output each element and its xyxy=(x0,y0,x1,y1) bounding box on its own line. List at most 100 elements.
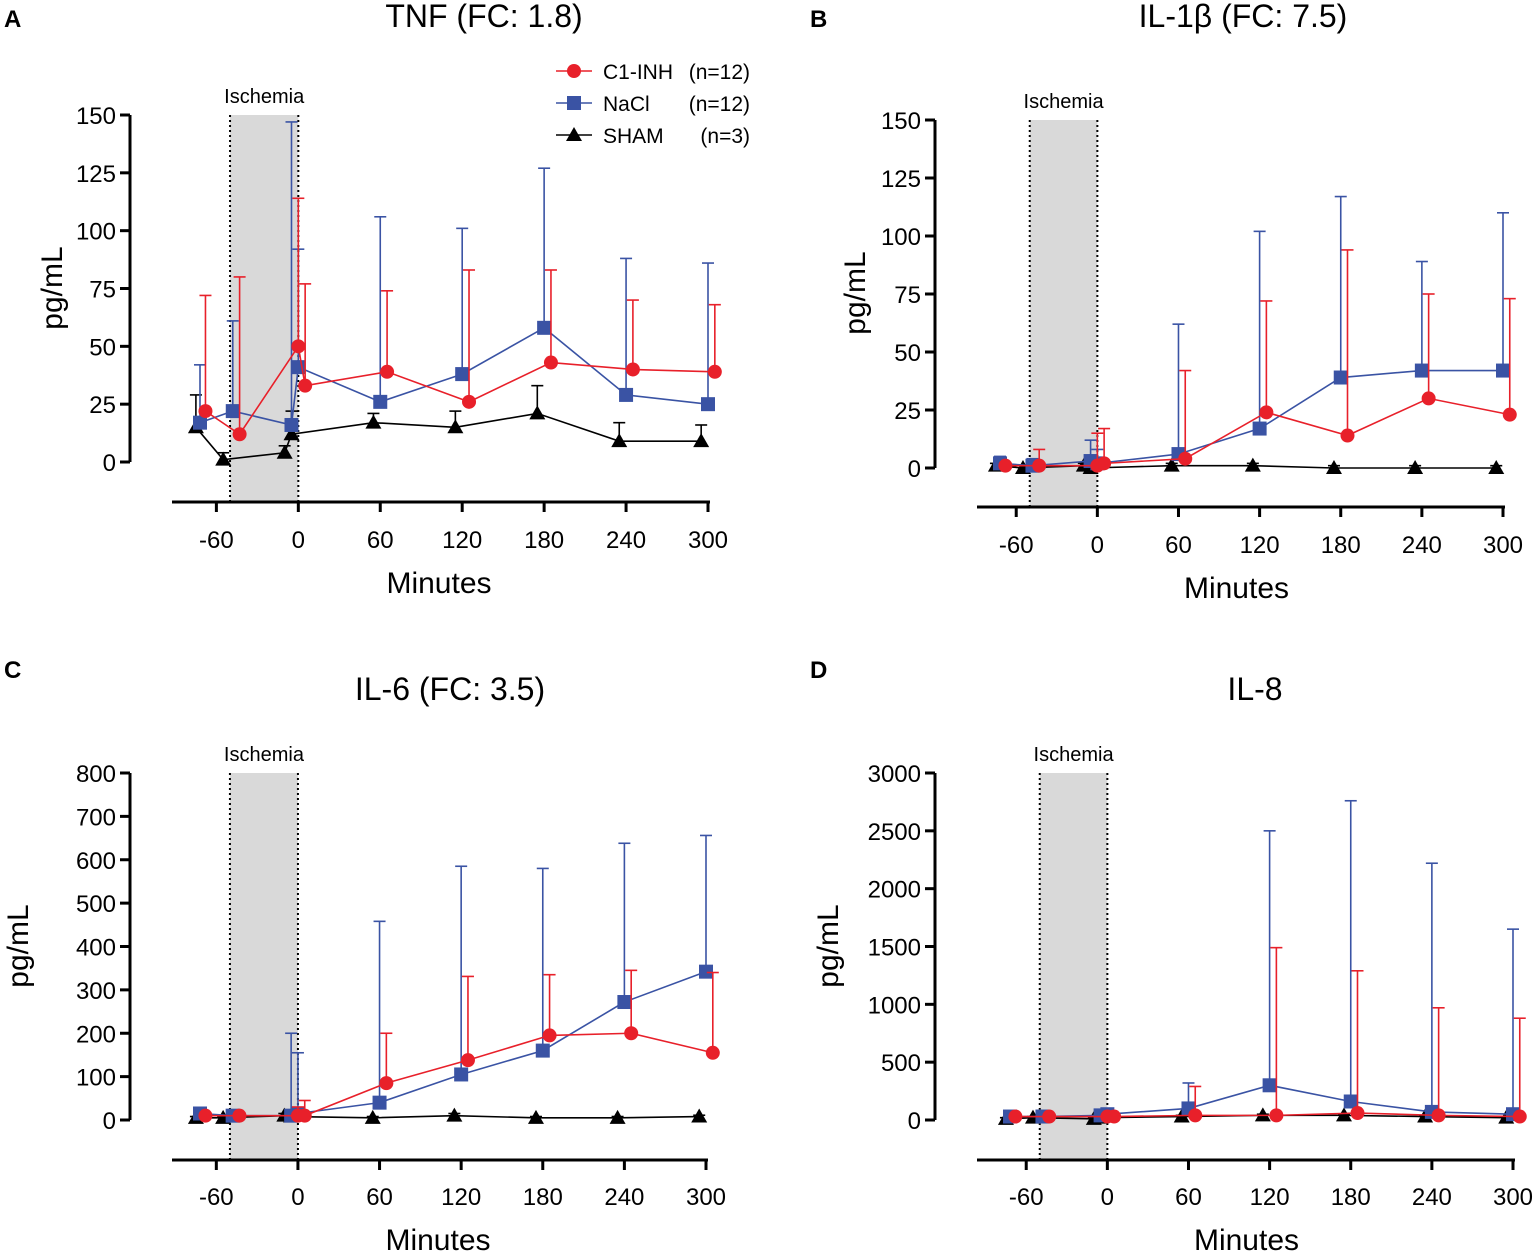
data-point-c1inh xyxy=(1107,1109,1122,1124)
x-tick-label: 0 xyxy=(1091,532,1104,559)
data-point-nacl xyxy=(455,367,470,382)
data-point-sham xyxy=(529,405,546,420)
data-point-nacl xyxy=(193,415,207,430)
x-tick-label: 60 xyxy=(1175,1184,1202,1211)
data-point-nacl xyxy=(1252,421,1267,436)
y-tick-label: 400 xyxy=(76,935,116,962)
series-sham xyxy=(187,384,710,466)
data-point-c1inh xyxy=(297,1108,312,1123)
data-point-c1inh xyxy=(1431,1108,1446,1123)
y-tick-label: 75 xyxy=(894,282,921,309)
data-point-c1inh xyxy=(198,1108,213,1123)
data-point-sham xyxy=(276,444,293,459)
data-point-c1inh xyxy=(1512,1109,1527,1124)
data-point-nacl xyxy=(699,964,713,979)
ischemia-band xyxy=(1029,120,1098,507)
data-point-nacl xyxy=(619,387,634,402)
legend-name: NaCl xyxy=(603,93,650,116)
legend-name: SHAM xyxy=(603,125,664,148)
data-point-nacl xyxy=(372,1095,387,1110)
y-tick-label: 0 xyxy=(908,456,921,483)
data-point-sham xyxy=(1335,1107,1352,1122)
x-tick-label: 120 xyxy=(1240,532,1280,559)
y-tick-label: 50 xyxy=(89,334,116,361)
panel-letter: A xyxy=(4,6,21,33)
x-tick-label: 240 xyxy=(604,1184,644,1211)
x-tick-label: 240 xyxy=(606,527,646,554)
x-axis-label: Minutes xyxy=(1184,572,1289,605)
data-point-nacl xyxy=(537,320,552,335)
x-tick-label: 300 xyxy=(688,527,728,554)
data-point-c1inh xyxy=(624,1026,639,1041)
data-point-c1inh xyxy=(1042,1109,1057,1124)
data-point-sham xyxy=(1244,457,1261,472)
y-tick-label: 125 xyxy=(76,161,116,188)
y-tick-label: 300 xyxy=(76,978,116,1005)
legend-n: (n=12) xyxy=(689,93,750,116)
x-tick-label: 120 xyxy=(441,1184,481,1211)
data-point-sham xyxy=(691,1108,708,1123)
y-tick-label: 25 xyxy=(894,398,921,425)
data-point-c1inh xyxy=(1421,391,1436,406)
panel-b: B IL-1β (FC: 7.5) Ischemia 0 25 50 75 100 125 150… xyxy=(810,0,1523,605)
data-point-sham xyxy=(1325,460,1342,474)
y-axis-label: pg/mL xyxy=(36,246,69,329)
ischemia-band xyxy=(1039,773,1108,1160)
data-point-sham xyxy=(283,426,300,441)
data-point-c1inh xyxy=(198,404,213,419)
y-tick-label: 2000 xyxy=(868,877,921,904)
data-point-sham xyxy=(1254,1107,1271,1122)
data-point-c1inh xyxy=(542,1028,557,1043)
legend-marker xyxy=(566,127,582,141)
data-point-sham xyxy=(1407,460,1424,474)
data-point-c1inh xyxy=(1350,1106,1365,1121)
x-axis-label: Minutes xyxy=(385,1224,490,1253)
y-axis-label: pg/mL xyxy=(839,251,872,334)
data-point-c1inh xyxy=(1188,1108,1203,1123)
data-point-c1inh xyxy=(1340,428,1355,443)
y-tick-label: 0 xyxy=(908,1108,921,1135)
data-point-nacl xyxy=(373,394,388,409)
data-point-c1inh xyxy=(1032,458,1047,473)
x-tick-label: -60 xyxy=(1009,1184,1044,1211)
panel-letter: C xyxy=(4,657,21,684)
data-point-c1inh xyxy=(298,378,313,393)
data-point-c1inh xyxy=(1008,1109,1023,1124)
data-point-c1inh xyxy=(291,339,306,354)
data-point-c1inh xyxy=(1502,407,1517,422)
data-point-c1inh xyxy=(380,364,395,379)
y-axis-label: pg/mL xyxy=(812,904,845,987)
y-tick-label: 0 xyxy=(103,450,116,477)
series-nacl xyxy=(1003,799,1520,1124)
x-tick-label: 0 xyxy=(292,527,305,554)
y-tick-label: 100 xyxy=(881,224,921,251)
data-point-nacl xyxy=(1262,1078,1277,1093)
data-point-c1inh xyxy=(543,355,558,370)
y-tick-label: 200 xyxy=(76,1021,116,1048)
panel-a: A TNF (FC: 1.8) Ischemia 0 25 50 75 100 125 150 pg… xyxy=(4,0,728,600)
y-tick-label: 1000 xyxy=(868,992,921,1019)
data-point-sham xyxy=(446,1107,463,1122)
data-point-sham xyxy=(364,1109,381,1124)
data-point-c1inh xyxy=(625,362,640,377)
ischemia-band xyxy=(229,773,298,1160)
ischemia-label: Ischemia xyxy=(224,86,305,108)
legend-name: C1-INH xyxy=(603,61,673,84)
data-point-nacl xyxy=(454,1067,469,1082)
data-point-nacl xyxy=(225,404,240,419)
legend-marker xyxy=(567,64,581,78)
data-point-c1inh xyxy=(1097,456,1112,471)
legend-n: (n=3) xyxy=(700,125,750,148)
x-tick-label: -60 xyxy=(199,527,234,554)
data-point-nacl xyxy=(1414,363,1429,378)
data-point-nacl xyxy=(1496,363,1510,378)
data-point-c1inh xyxy=(707,364,722,379)
data-point-c1inh xyxy=(1178,451,1193,466)
data-point-c1inh xyxy=(705,1045,720,1060)
series-c1inh xyxy=(198,197,722,442)
x-tick-label: -60 xyxy=(999,532,1034,559)
data-point-nacl xyxy=(617,995,632,1010)
y-tick-label: 500 xyxy=(881,1050,921,1077)
chart-title: IL-1β (FC: 7.5) xyxy=(1139,0,1348,34)
